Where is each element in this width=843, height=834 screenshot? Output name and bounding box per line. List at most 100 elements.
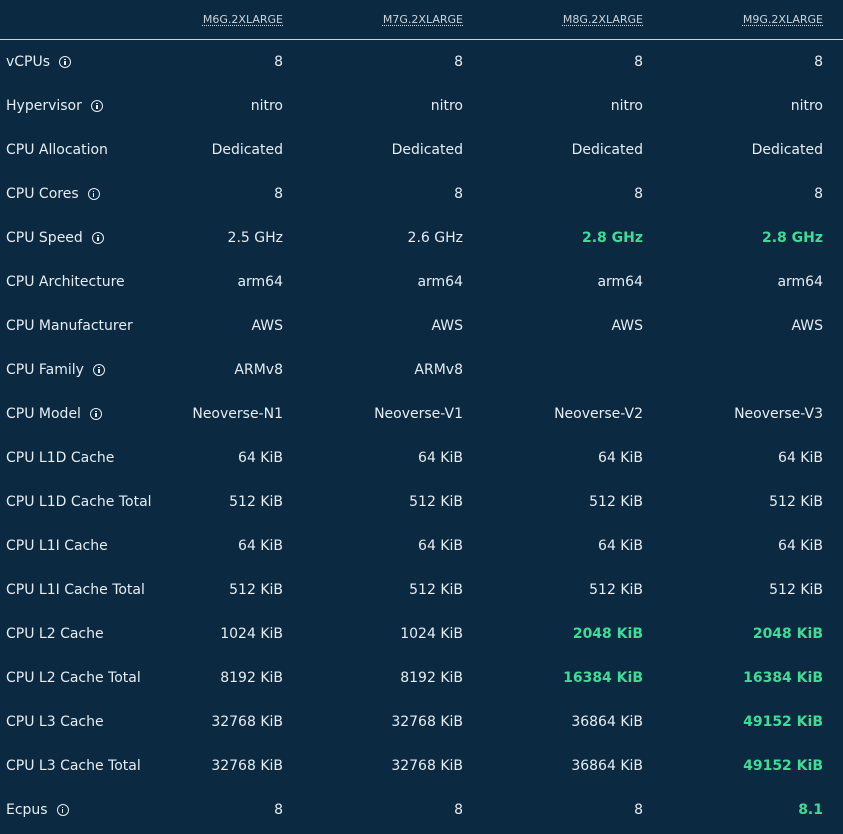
row-label: CPU L1I Cache Total — [0, 582, 160, 598]
value-cell: 2.5 GHz — [227, 230, 283, 246]
value-cell: 8192 KiB — [400, 670, 463, 686]
row-label: CPU Architecture — [0, 274, 160, 290]
row-label: CPU L2 Cache Total — [0, 670, 160, 686]
table-row: CPU Speed 2.5 GHz 2.6 GHz 2.8 GHz 2.8 GHz — [0, 216, 843, 260]
value-cell: Dedicated — [751, 142, 823, 158]
row-label-text: CPU Architecture — [6, 274, 125, 290]
value-cell: 64 KiB — [778, 450, 823, 466]
row-label-text: CPU L1D Cache Total — [6, 494, 152, 510]
row-label-text: CPU L2 Cache Total — [6, 670, 141, 686]
info-icon[interactable] — [59, 56, 72, 68]
column-header-m7g[interactable]: M7G.2XLARGE — [382, 13, 463, 26]
column-header-m9g[interactable]: M9G.2XLARGE — [742, 13, 823, 26]
table-row: CPU L3 Cache 32768 KiB 32768 KiB 36864 KiB 4… — [0, 700, 843, 744]
row-label: CPU Cores — [0, 186, 160, 202]
value-cell: 8 — [454, 186, 463, 202]
value-cell: 8 — [454, 802, 463, 818]
value-cell: arm64 — [597, 274, 643, 290]
value-cell: Neoverse-N1 — [192, 406, 283, 422]
info-icon[interactable] — [89, 408, 102, 420]
info-icon[interactable] — [56, 804, 69, 816]
table-body: vCPUs 8 8 8 8 Hypervisor nitro nitro nitro nitro C… — [0, 40, 843, 832]
column-header-m6g[interactable]: M6G.2XLARGE — [202, 13, 283, 26]
row-label-text: CPU Speed — [6, 230, 83, 246]
row-label-text: CPU Allocation — [6, 142, 108, 158]
value-cell: AWS — [611, 318, 643, 334]
row-label-text: CPU Cores — [6, 186, 79, 202]
row-label: vCPUs — [0, 54, 160, 70]
value-cell: 32768 KiB — [211, 714, 283, 730]
value-cell: 64 KiB — [778, 538, 823, 554]
table-row: CPU Family ARMv8 ARMv8 — [0, 348, 843, 392]
value-cell: 1024 KiB — [220, 626, 283, 642]
row-label: CPU L2 Cache — [0, 626, 160, 642]
value-cell: AWS — [251, 318, 283, 334]
row-label-text: CPU L1I Cache Total — [6, 582, 145, 598]
value-cell: 8 — [274, 54, 283, 70]
value-cell: 32768 KiB — [211, 758, 283, 774]
value-cell: 512 KiB — [769, 494, 823, 510]
value-cell: ARMv8 — [234, 362, 283, 378]
value-cell: nitro — [250, 98, 283, 114]
value-cell: 1024 KiB — [400, 626, 463, 642]
row-label-text: CPU L1D Cache — [6, 450, 115, 466]
value-cell: Neoverse-V1 — [374, 406, 463, 422]
value-cell: ARMv8 — [414, 362, 463, 378]
value-cell: 512 KiB — [409, 494, 463, 510]
table-row: CPU Architecture arm64 arm64 arm64 arm64 — [0, 260, 843, 304]
table-header: M6G.2XLARGE M7G.2XLARGE M8G.2XLARGE M9G.… — [0, 0, 843, 40]
row-label-text: CPU Model — [6, 406, 81, 422]
value-cell: 49152 KiB — [743, 714, 823, 730]
header-spacer — [0, 0, 160, 39]
value-cell: 8 — [814, 54, 823, 70]
column-header-m8g[interactable]: M8G.2XLARGE — [562, 13, 643, 26]
row-label: CPU L3 Cache Total — [0, 758, 160, 774]
table-row: Ecpus 8 8 8 8.1 — [0, 788, 843, 832]
table-row: CPU L2 Cache Total 8192 KiB 8192 KiB 16384 … — [0, 656, 843, 700]
table-row: CPU Model Neoverse-N1 Neoverse-V1 Neoverse-… — [0, 392, 843, 436]
row-label-text: vCPUs — [6, 54, 51, 70]
row-label: CPU Model — [0, 406, 160, 422]
info-icon[interactable] — [87, 188, 100, 200]
row-label-text: CPU L2 Cache — [6, 626, 104, 642]
table-row: Hypervisor nitro nitro nitro nitro — [0, 84, 843, 128]
value-cell: 8 — [634, 54, 643, 70]
row-label: CPU Manufacturer — [0, 318, 160, 334]
value-cell: 8 — [274, 186, 283, 202]
info-icon[interactable] — [91, 232, 104, 244]
value-cell: 49152 KiB — [743, 758, 823, 774]
row-label: Hypervisor — [0, 98, 160, 114]
value-cell: 36864 KiB — [571, 714, 643, 730]
row-label-text: CPU L3 Cache — [6, 714, 104, 730]
value-cell: 2.6 GHz — [407, 230, 463, 246]
value-cell: Dedicated — [211, 142, 283, 158]
value-cell: 512 KiB — [409, 582, 463, 598]
value-cell: 8 — [634, 186, 643, 202]
value-cell: Dedicated — [571, 142, 643, 158]
value-cell: 64 KiB — [238, 538, 283, 554]
row-label-text: CPU L1I Cache — [6, 538, 108, 554]
value-cell: 2.8 GHz — [581, 230, 643, 246]
value-cell: 32768 KiB — [391, 714, 463, 730]
value-cell: Dedicated — [391, 142, 463, 158]
value-cell: arm64 — [777, 274, 823, 290]
value-cell: 2.8 GHz — [761, 230, 823, 246]
value-cell: 64 KiB — [598, 538, 643, 554]
table-row: CPU L2 Cache 1024 KiB 1024 KiB 2048 KiB 2048… — [0, 612, 843, 656]
info-icon[interactable] — [90, 100, 103, 112]
value-cell: 512 KiB — [229, 494, 283, 510]
table-row: CPU L1I Cache 64 KiB 64 KiB 64 KiB 64 KiB — [0, 524, 843, 568]
row-label: CPU L1D Cache Total — [0, 494, 160, 510]
value-cell: nitro — [610, 98, 643, 114]
value-cell: nitro — [790, 98, 823, 114]
value-cell: 64 KiB — [418, 450, 463, 466]
value-cell: 32768 KiB — [391, 758, 463, 774]
value-cell: 512 KiB — [589, 494, 643, 510]
table-row: CPU L1I Cache Total 512 KiB 512 KiB 512 KiB… — [0, 568, 843, 612]
value-cell: AWS — [791, 318, 823, 334]
info-icon[interactable] — [92, 364, 105, 376]
value-cell: 512 KiB — [589, 582, 643, 598]
row-label: CPU L3 Cache — [0, 714, 160, 730]
value-cell: Neoverse-V2 — [554, 406, 643, 422]
